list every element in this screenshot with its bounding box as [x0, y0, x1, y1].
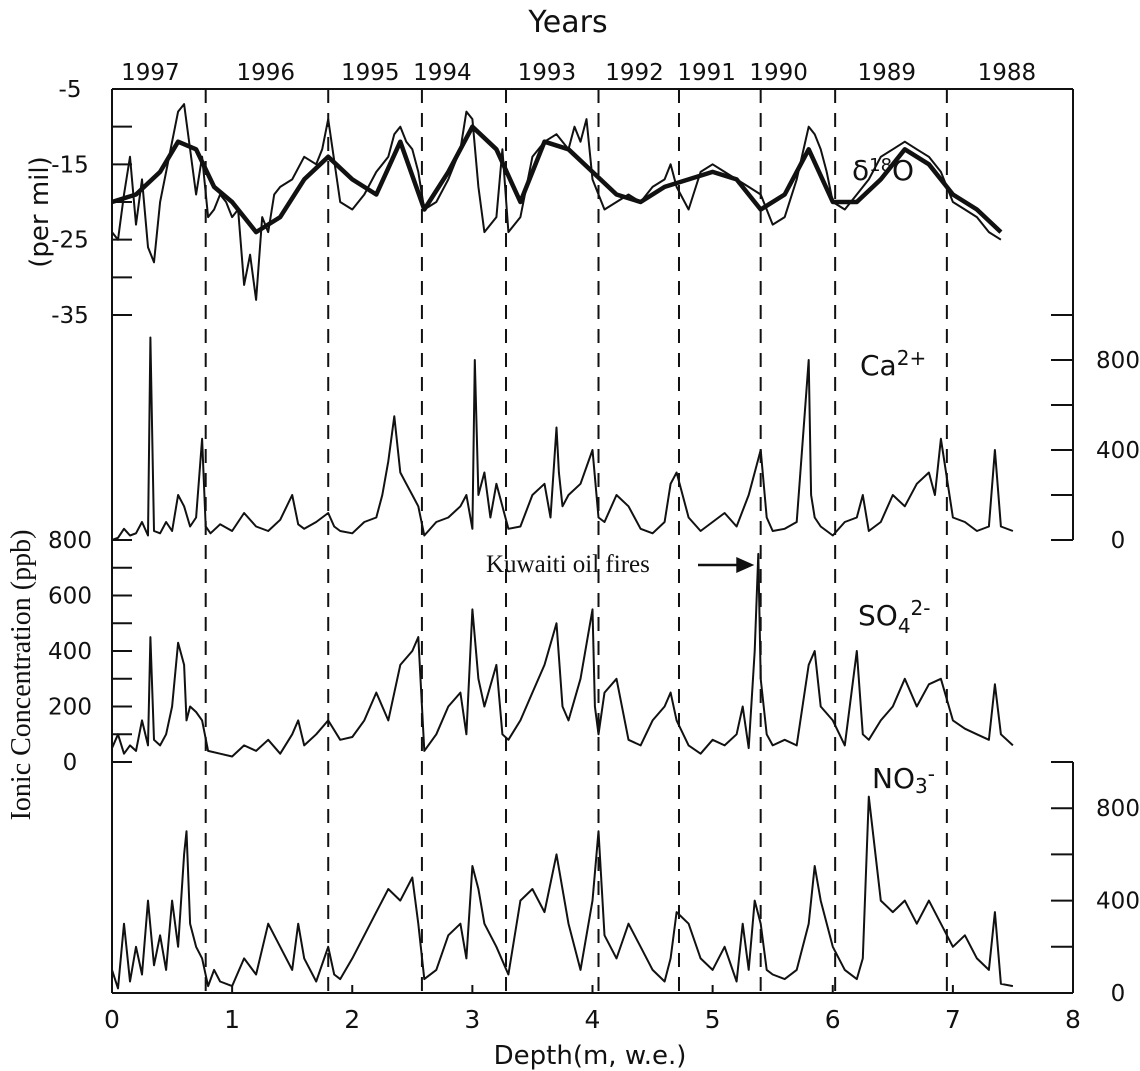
panel-0-tick-label--15: -15 [51, 152, 89, 178]
x-tick-label-1: 1 [224, 1005, 240, 1034]
year-label-1990: 1990 [749, 60, 808, 86]
panel-3-tick-label-800: 800 [1096, 796, 1140, 822]
chart-marks: 1997 1996 1995 1994 1993 1992 1991 1990 1989 1988… [48, 60, 1140, 1034]
panel-2-tick-label-400: 400 [48, 639, 92, 665]
x-tick-label-4: 4 [585, 1005, 601, 1034]
series-NO3--NO3- [111, 795, 1014, 990]
d18o-panel-label: δ18O [852, 154, 914, 187]
series-SO42--SO42- [111, 552, 1014, 758]
ca-panel-label: Ca2+ [860, 346, 926, 382]
x-tick-label-2: 2 [344, 1005, 360, 1034]
panel-0-tick-label--25: -25 [51, 228, 89, 254]
year-label-1995: 1995 [341, 60, 400, 86]
panel-1-tick-label-800: 800 [1096, 348, 1140, 374]
year-label-1997: 1997 [121, 60, 180, 86]
panel-2-tick-label-0: 0 [63, 750, 78, 776]
x-tick-label-0: 0 [104, 1005, 120, 1034]
x-tick-label-7: 7 [945, 1005, 961, 1034]
x-tick-label-5: 5 [705, 1005, 721, 1034]
series-Ca2+-Ca2+ [111, 336, 1014, 541]
ionic-y-label: Ionic Concentration (ppb) [6, 530, 37, 821]
panel-1-tick-label-400: 400 [1096, 438, 1140, 464]
year-label-1994: 1994 [413, 60, 472, 86]
so4-panel-label: SO42- [858, 596, 931, 638]
panel-0-tick-label--5: -5 [59, 77, 82, 103]
year-label-1989: 1989 [858, 60, 917, 86]
panel-3-tick-label-0: 0 [1111, 981, 1126, 1007]
panel-2-tick-label-600: 600 [48, 584, 92, 610]
year-label-1988: 1988 [978, 60, 1037, 86]
x-tick-label-3: 3 [464, 1005, 480, 1034]
no3-panel-label: NO3- [872, 762, 935, 798]
oil-fires-arrow-head [736, 557, 755, 573]
chart-title: Years [527, 5, 607, 40]
panel-0-tick-label--35: -35 [51, 303, 89, 329]
year-label-1993: 1993 [518, 60, 577, 86]
series-δ18O-raw [111, 103, 1002, 301]
year-label-1996: 1996 [236, 60, 295, 86]
x-tick-label-6: 6 [825, 1005, 841, 1034]
kuwaiti-oil-fires-annotation: Kuwaiti oil fires [486, 551, 650, 578]
x-tick-label-8: 8 [1065, 1005, 1081, 1034]
panel-3-tick-label-400: 400 [1096, 889, 1140, 915]
d18o-y-label: (per mil) [25, 156, 55, 268]
panel-2-tick-label-200: 200 [48, 695, 92, 721]
year-label-1992: 1992 [605, 60, 664, 86]
panel-2-tick-label-800: 800 [48, 528, 92, 554]
series-δ18O-smoothed [111, 124, 1003, 235]
x-axis-label: Depth(m, w.e.) [494, 1041, 687, 1071]
year-label-1991: 1991 [677, 60, 736, 86]
panel-1-tick-label-0: 0 [1111, 528, 1126, 554]
